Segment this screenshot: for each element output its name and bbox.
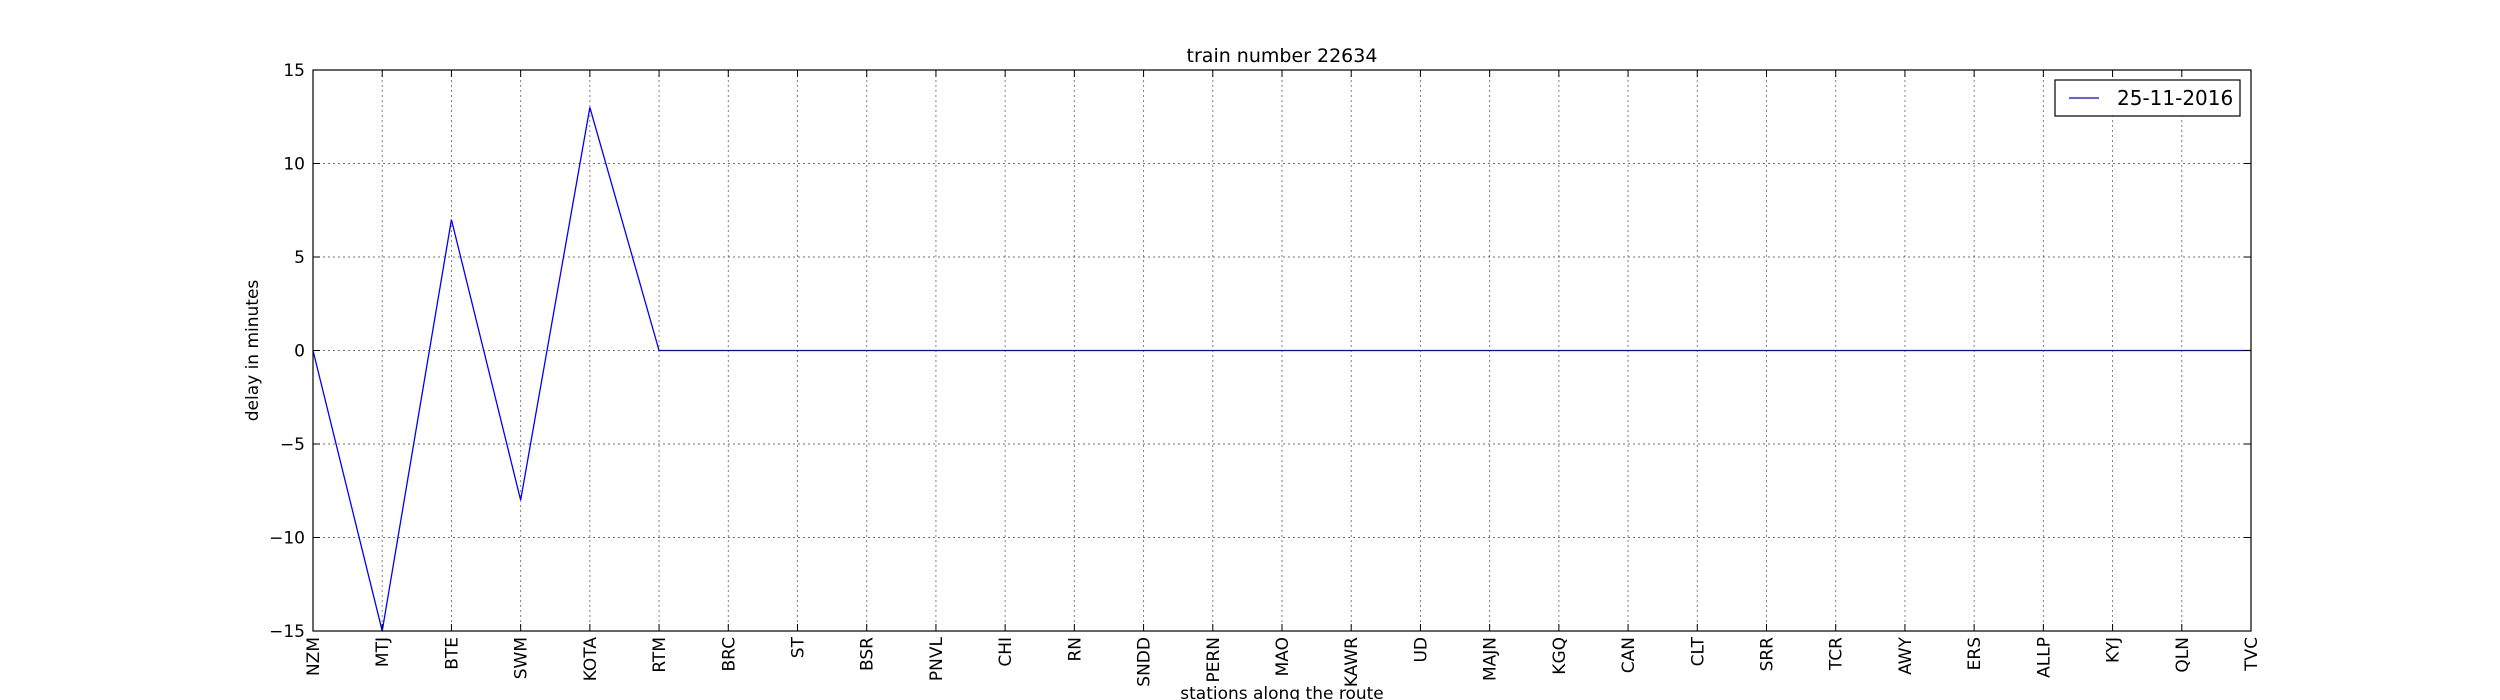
x-tick-label: KAWR [1342, 637, 1362, 687]
x-tick-label: TCR [1827, 637, 1847, 671]
x-tick-label: MAJN [1481, 637, 1501, 681]
x-tick-label: ERS [1965, 637, 1985, 670]
x-tick-label: TVC [2242, 637, 2262, 672]
x-tick-label: NZM [304, 637, 324, 676]
y-tick-label: 0 [294, 342, 305, 362]
x-tick-label: BRC [719, 637, 739, 672]
chart-title: train number 22634 [1187, 45, 1378, 67]
x-tick-label: SRR [1758, 637, 1778, 672]
x-axis-label: stations along the route [1180, 684, 1384, 700]
x-tick-label: BTE [442, 637, 462, 670]
axis-ticks: −15 −10 −5 0 5 10 15 NZM MTJ BTE SWM KOTA RTM BRC ST BS… [269, 61, 2262, 687]
legend-entry-label: 25-11-2016 [2117, 86, 2233, 110]
x-tick-label: RTM [650, 637, 670, 673]
plot-area [312, 107, 2251, 632]
x-tick-label: PNVL [927, 636, 947, 681]
x-tick-label: CAN [1619, 637, 1639, 673]
x-tick-label: BSR [858, 637, 878, 671]
y-tick-label: −15 [269, 622, 305, 642]
series-line [312, 107, 2251, 632]
y-tick-label: 15 [283, 61, 305, 81]
x-tick-label: CLT [1688, 636, 1708, 666]
x-tick-label: SNDD [1135, 637, 1155, 687]
x-tick-label: ST [789, 636, 809, 658]
y-tick-label: −10 [269, 529, 305, 549]
x-tick-label: SWM [512, 637, 532, 679]
x-tick-label: KGQ [1550, 637, 1570, 675]
legend: 25-11-2016 [2054, 79, 2241, 117]
x-tick-label: CHI [996, 637, 1016, 667]
y-axis-label: delay in minutes [243, 280, 263, 422]
y-tick-label: 5 [294, 248, 305, 268]
x-tick-label: MAO [1273, 637, 1293, 676]
y-tick-label: 10 [283, 155, 305, 175]
y-tick-label: −5 [280, 435, 305, 455]
x-tick-label: KYJ [2104, 637, 2124, 663]
x-tick-label: RN [1065, 637, 1085, 662]
x-tick-label: MTJ [373, 637, 393, 667]
x-tick-label: ALLP [2034, 637, 2054, 678]
x-tick-label: KOTA [581, 637, 601, 682]
x-tick-label: AWY [1896, 636, 1916, 675]
x-tick-label: UD [1411, 637, 1431, 663]
x-tick-label: QLN [2173, 637, 2193, 673]
x-tick-label: PERN [1204, 637, 1224, 683]
